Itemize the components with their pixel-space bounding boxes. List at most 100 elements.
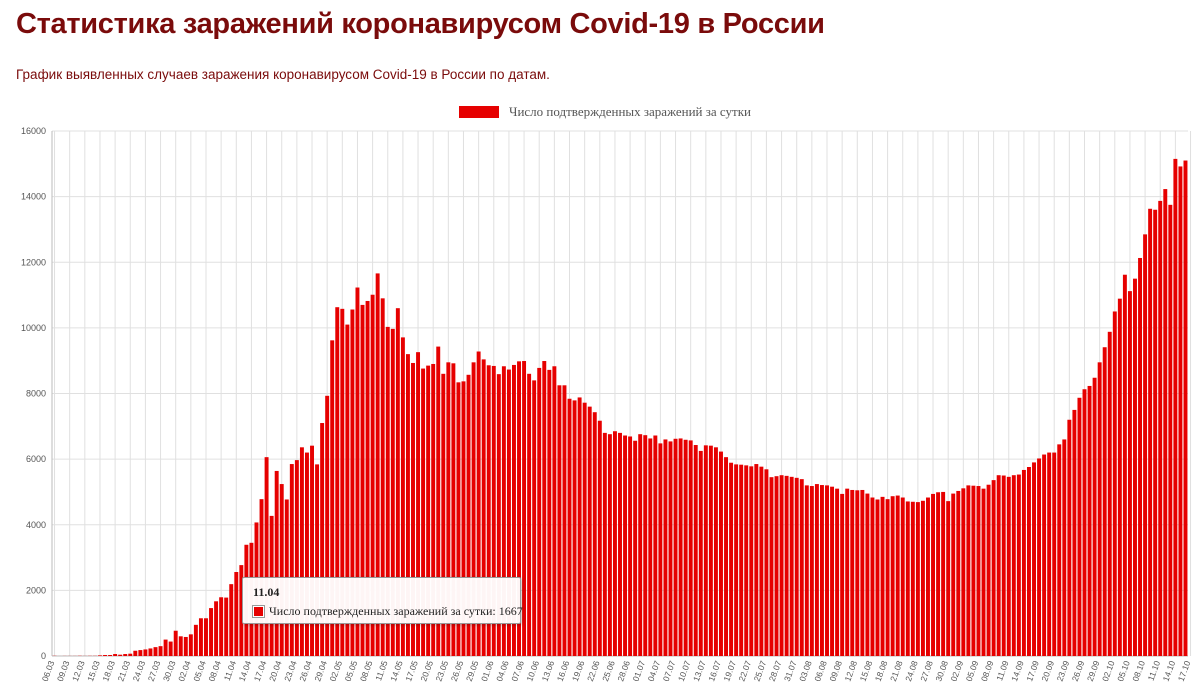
bar	[865, 493, 870, 656]
bar	[552, 366, 557, 656]
bar	[168, 641, 173, 656]
bar	[926, 497, 930, 656]
bar	[623, 435, 628, 656]
bar	[602, 432, 607, 657]
bar	[764, 469, 769, 656]
bar	[966, 485, 971, 657]
bar	[395, 308, 400, 656]
bar	[956, 490, 961, 656]
bar	[1117, 298, 1122, 656]
bar	[941, 491, 946, 656]
bar	[461, 381, 466, 656]
bar	[375, 273, 380, 656]
bar	[98, 655, 102, 656]
bar	[532, 380, 537, 657]
bar	[491, 365, 496, 656]
bar	[1047, 452, 1052, 656]
bar	[441, 373, 446, 656]
bar	[279, 484, 284, 656]
bar	[330, 340, 335, 656]
bar	[1072, 409, 1077, 656]
bar	[1001, 475, 1006, 656]
bar	[239, 565, 244, 656]
bar	[663, 439, 668, 656]
y-tick-label: 6000	[26, 454, 46, 464]
bar	[289, 464, 294, 656]
bar	[294, 460, 299, 656]
y-tick-label: 16000	[21, 126, 46, 136]
bar	[840, 493, 845, 656]
x-tick-label: 11.09	[994, 659, 1011, 682]
bar	[915, 502, 920, 656]
bar	[446, 362, 451, 656]
bar	[163, 639, 168, 656]
x-tick-label: 11.10	[1146, 659, 1163, 682]
bar	[1037, 458, 1042, 656]
bar	[885, 499, 890, 656]
bar	[1016, 474, 1021, 656]
bar	[638, 434, 643, 656]
bar	[219, 597, 224, 656]
bar	[870, 497, 875, 656]
bar	[612, 431, 617, 656]
bar	[890, 496, 895, 656]
bar	[905, 501, 910, 656]
bar	[118, 654, 123, 656]
chart-legend[interactable]: Число подтвержденных заражений за сутки	[0, 104, 1200, 120]
bar	[835, 488, 840, 656]
bar	[597, 420, 602, 656]
bar	[789, 476, 794, 656]
y-tick-label: 8000	[26, 389, 46, 399]
bar	[350, 309, 355, 656]
y-tick-label: 4000	[26, 520, 46, 530]
bar	[1021, 469, 1026, 656]
bar	[431, 363, 436, 656]
bar	[562, 385, 567, 656]
bar	[547, 369, 552, 657]
bar	[920, 500, 925, 656]
bar	[390, 328, 395, 656]
bar	[264, 457, 269, 656]
bar	[910, 501, 915, 656]
bar	[188, 634, 193, 656]
bar	[607, 434, 612, 656]
bar	[1178, 166, 1183, 656]
bar	[305, 452, 309, 656]
bar	[845, 488, 850, 656]
bar	[486, 365, 491, 656]
bar	[1102, 347, 1107, 656]
y-tick-label: 2000	[26, 585, 46, 595]
bar	[946, 501, 951, 657]
bar	[951, 493, 956, 656]
bar	[1107, 331, 1112, 656]
bar	[1052, 452, 1057, 656]
bar	[996, 475, 1001, 656]
bar	[335, 307, 340, 656]
bar	[592, 412, 597, 656]
bar	[981, 488, 986, 656]
bar	[506, 369, 511, 656]
bar	[496, 374, 501, 656]
bar	[436, 346, 441, 656]
bar	[405, 354, 410, 657]
y-tick-label: 10000	[21, 323, 46, 333]
bar	[1158, 200, 1163, 656]
bar	[734, 464, 739, 657]
x-tick-label: 17.10	[1176, 659, 1193, 683]
bar	[819, 485, 824, 656]
bar	[340, 308, 345, 656]
bar	[1183, 160, 1188, 656]
bar	[668, 441, 673, 656]
bar	[759, 466, 764, 656]
bar	[971, 485, 976, 656]
bar	[198, 618, 203, 656]
bar	[678, 438, 683, 656]
bar	[1163, 189, 1168, 656]
bar	[274, 470, 279, 656]
bar	[708, 445, 713, 656]
bar	[1062, 439, 1067, 656]
bar	[673, 438, 678, 656]
bar	[784, 475, 789, 656]
bar	[1148, 208, 1153, 656]
